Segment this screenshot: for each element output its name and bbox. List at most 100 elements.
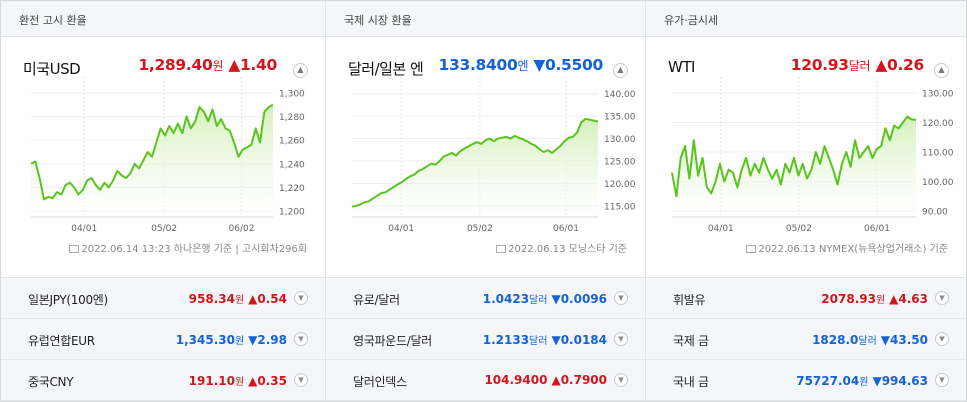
expand-toggle-button[interactable]: ▼: [935, 332, 949, 346]
expand-toggle-button[interactable]: ▼: [614, 373, 628, 387]
rate-unit: 원: [212, 59, 224, 73]
item-name[interactable]: 영국파운드/달러: [353, 334, 432, 348]
item-value-group: 1.0423달러 ▼0.0096: [482, 292, 607, 306]
document-icon: [69, 245, 80, 253]
down-arrow-icon: ▼: [551, 292, 561, 306]
y-tick-label: 1,300: [279, 89, 305, 99]
rate-list-2: 휘발유 2078.93원 ▲4.63 ▼ 국제 금 1828.0달러 ▼43.50 …: [645, 277, 966, 401]
chevron-down-icon: ▼: [939, 376, 945, 384]
item-value-group: 75727.04원 ▼994.63: [796, 374, 928, 388]
down-arrow-icon: ▼: [533, 56, 545, 74]
panel-exchange-notice: 환전 고시 환율 미국USD 1,289.40원 ▲1.40 ▲ 1,300 1,…: [1, 1, 325, 401]
rate-title[interactable]: 달러/일본 엔: [348, 60, 424, 78]
panel-header[interactable]: 환전 고시 환율: [1, 1, 325, 37]
rate-title[interactable]: 미국USD: [23, 60, 81, 78]
down-arrow-icon: ▼: [248, 333, 258, 347]
y-tick-label: 140.00: [604, 90, 636, 100]
list-item[interactable]: 국제 금 1828.0달러 ▼43.50 ▼: [646, 319, 966, 360]
x-tick-label: 04/01: [71, 224, 97, 234]
item-name[interactable]: 유럽연합EUR: [28, 334, 95, 348]
expand-toggle-button[interactable]: ▼: [614, 291, 628, 305]
rate-value-group: 120.93달러 ▲0.26: [790, 56, 925, 74]
up-arrow-icon: ▲: [551, 373, 561, 387]
list-item[interactable]: 중국CNY 191.10원 ▲0.35 ▼: [1, 360, 325, 401]
chevron-down-icon: ▼: [939, 335, 945, 343]
item-name[interactable]: 휘발유: [673, 293, 706, 307]
item-name[interactable]: 중국CNY: [28, 375, 74, 389]
expand-toggle-button[interactable]: ▼: [294, 373, 308, 387]
collapse-toggle-button[interactable]: ▲: [293, 63, 308, 78]
item-name[interactable]: 달러인덱스: [353, 375, 407, 389]
chevron-down-icon: ▼: [618, 294, 624, 302]
y-tick-label: 1,260: [279, 137, 305, 147]
down-arrow-icon: ▼: [872, 374, 882, 388]
rate-change: 0.5500: [544, 56, 603, 74]
x-tick-label: 04/01: [388, 224, 414, 234]
y-tick-label: 135.00: [604, 113, 636, 123]
down-arrow-icon: ▼: [551, 333, 561, 347]
x-tick-label: 04/01: [708, 224, 734, 234]
panel-main: WTI 120.93달러 ▲0.26 ▲ 130.00 120.00 110.00 1…: [646, 37, 966, 277]
chevron-up-icon: ▲: [617, 65, 624, 74]
x-tick-label: 06/01: [553, 224, 579, 234]
list-item[interactable]: 일본JPY(100엔) 958.34원 ▲0.54 ▼: [1, 278, 325, 319]
expand-toggle-button[interactable]: ▼: [294, 332, 308, 346]
collapse-toggle-button[interactable]: ▲: [934, 63, 949, 78]
item-name[interactable]: 일본JPY(100엔): [28, 293, 108, 307]
panel-oil-gold: 유가·금시세 WTI 120.93달러 ▲0.26 ▲ 130.00 120.00…: [645, 1, 966, 401]
rate-title[interactable]: WTI: [668, 58, 695, 76]
series-area: [31, 104, 273, 217]
list-item[interactable]: 달러인덱스 104.9400 ▲0.7900 ▼: [326, 360, 645, 401]
item-value-group: 191.10원 ▲0.35: [188, 374, 287, 388]
list-item[interactable]: 국내 금 75727.04원 ▼994.63 ▼: [646, 360, 966, 401]
item-name[interactable]: 국제 금: [673, 334, 709, 348]
x-tick-label: 05/02: [151, 224, 177, 234]
expand-toggle-button[interactable]: ▼: [935, 291, 949, 305]
panel-header[interactable]: 유가·금시세: [646, 1, 966, 37]
y-tick-label: 100.00: [922, 178, 954, 188]
chevron-down-icon: ▼: [298, 335, 304, 343]
y-tick-label: 125.00: [604, 157, 636, 167]
list-item[interactable]: 유럽연합EUR 1,345.30원 ▼2.98 ▼: [1, 319, 325, 360]
collapse-toggle-button[interactable]: ▲: [613, 63, 628, 78]
y-tick-label: 130.00: [604, 135, 636, 145]
rate-list-1: 유로/달러 1.0423달러 ▼0.0096 ▼ 영국파운드/달러 1.2133달…: [325, 277, 645, 401]
list-item[interactable]: 영국파운드/달러 1.2133달러 ▼0.0184 ▼: [326, 319, 645, 360]
rate-line-chart: 1,300 1,280 1,260 1,240 1,220 1,200 04/01 05/02…: [30, 77, 305, 234]
item-name[interactable]: 국내 금: [673, 375, 709, 389]
y-tick-label: 1,220: [279, 184, 305, 194]
item-value-group: 1.2133달러 ▼0.0184: [482, 333, 607, 347]
item-value-group: 1,345.30원 ▼2.98: [175, 333, 287, 347]
expand-toggle-button[interactable]: ▼: [614, 332, 628, 346]
y-tick-label: 90.00: [922, 208, 948, 218]
expand-toggle-button[interactable]: ▼: [935, 373, 949, 387]
panel-header[interactable]: 국제 시장 환율: [326, 1, 645, 37]
up-arrow-icon: ▲: [228, 56, 240, 74]
down-arrow-icon: ▼: [880, 333, 891, 347]
series-line: [30, 103, 274, 201]
up-arrow-icon: ▲: [248, 292, 258, 306]
series-area: [352, 118, 598, 217]
rate-value: 120.93: [790, 56, 849, 74]
y-tick-label: 120.00: [922, 119, 954, 129]
document-icon: [496, 245, 507, 253]
item-name[interactable]: 유로/달러: [353, 293, 400, 307]
expand-toggle-button[interactable]: ▼: [294, 291, 308, 305]
list-item[interactable]: 유로/달러 1.0423달러 ▼0.0096 ▼: [326, 278, 645, 319]
rate-line-chart: 140.00 135.00 130.00 125.00 120.00 115.00 04/0…: [351, 77, 636, 234]
chevron-down-icon: ▼: [618, 376, 624, 384]
series-line: [671, 115, 917, 198]
item-value-group: 958.34원 ▲0.54: [188, 292, 287, 306]
source-note: 2022.06.13 NYMEX(뉴욕상업거래소) 기준: [746, 240, 948, 255]
y-tick-label: 1,280: [279, 113, 305, 123]
panel-main: 달러/일본 엔 133.8400엔 ▼0.5500 ▲ 140.00 135.00…: [326, 37, 645, 277]
x-tick-label: 05/02: [467, 224, 493, 234]
list-item[interactable]: 휘발유 2078.93원 ▲4.63 ▼: [646, 278, 966, 319]
series-line: [351, 117, 599, 208]
y-tick-label: 1,200: [279, 208, 305, 218]
x-tick-label: 06/01: [864, 224, 890, 234]
source-note: 2022.06.14 13:23 하나은행 기준 | 고시회차296회: [69, 240, 307, 255]
y-tick-label: 110.00: [922, 149, 954, 159]
y-tick-label: 120.00: [604, 180, 636, 190]
